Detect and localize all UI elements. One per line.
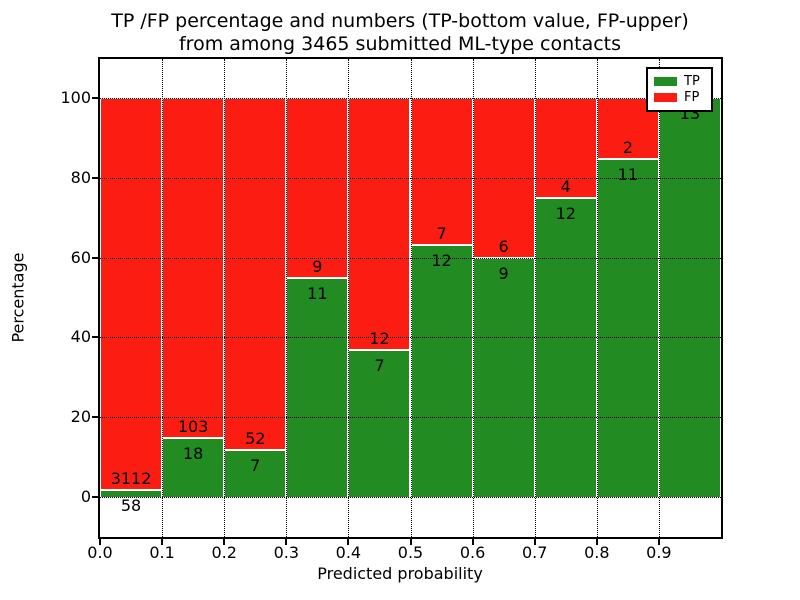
bar-segment-fp-0 bbox=[100, 98, 163, 490]
bar-segment-tp-9 bbox=[658, 98, 721, 497]
bar-segment-fp-1 bbox=[162, 98, 225, 438]
gridline-x-4 bbox=[348, 59, 350, 537]
bar-segment-fp-5 bbox=[410, 98, 473, 245]
fp-count-label-6: 6 bbox=[498, 236, 509, 256]
chart-title-line2: from among 3465 submitted ML-type contac… bbox=[178, 33, 622, 55]
tp-count-label-4: 7 bbox=[374, 356, 385, 375]
gridline-x-8 bbox=[596, 59, 598, 537]
x-tickmark-5 bbox=[409, 539, 412, 545]
bar-segment-tp-0 bbox=[100, 489, 163, 497]
chart-title-line1: TP /FP percentage and numbers (TP-bottom… bbox=[111, 10, 689, 32]
gridline-x-1 bbox=[162, 59, 164, 537]
fp-count-label-8: 2 bbox=[622, 138, 633, 158]
bar-segment-tp-2 bbox=[224, 449, 287, 497]
fp-count-label-5: 7 bbox=[436, 223, 447, 243]
y-tick-label-0: 0 bbox=[80, 487, 91, 506]
bar-segment-fp-2 bbox=[224, 98, 287, 450]
x-tick-label-5: 0.5 bbox=[397, 543, 424, 562]
bar-segment-tp-8 bbox=[596, 159, 659, 497]
x-tick-label-1: 0.1 bbox=[149, 543, 175, 562]
fp-count-label-4: 12 bbox=[369, 329, 390, 348]
bar-segment-fp-4 bbox=[348, 98, 411, 350]
bar-segment-tp-5 bbox=[410, 244, 473, 497]
legend-label-fp: FP bbox=[684, 90, 700, 106]
y-tickmark-100 bbox=[92, 97, 98, 99]
y-tickmark-80 bbox=[92, 176, 98, 179]
tp-count-label-6: 9 bbox=[498, 263, 509, 283]
legend-item-fp: FP bbox=[654, 91, 705, 104]
legend-swatch-tp bbox=[654, 76, 677, 86]
gridline-x-2 bbox=[224, 59, 226, 537]
x-tick-label-2: 0.2 bbox=[211, 543, 237, 562]
tp-count-label-7: 12 bbox=[555, 203, 576, 223]
bar-segment-tp-7 bbox=[534, 197, 597, 497]
gridline-x-3 bbox=[286, 59, 288, 537]
y-tickmark-20 bbox=[92, 416, 98, 419]
x-tickmark-9 bbox=[657, 539, 660, 545]
x-tick-label-7: 0.7 bbox=[521, 543, 548, 562]
fp-count-label-0: 3112 bbox=[110, 468, 152, 488]
tp-count-label-5: 12 bbox=[431, 250, 452, 270]
gridline-x-7 bbox=[534, 59, 536, 537]
x-tick-label-8: 0.8 bbox=[584, 543, 610, 562]
bar-segment-tp-6 bbox=[472, 257, 535, 497]
x-tickmark-8 bbox=[595, 539, 598, 545]
y-tick-label-40: 40 bbox=[70, 327, 91, 347]
bar-segment-fp-3 bbox=[286, 98, 349, 278]
x-tickmark-0 bbox=[99, 539, 101, 545]
bar-segment-tp-3 bbox=[286, 277, 349, 497]
fp-count-label-7: 4 bbox=[560, 176, 571, 196]
tp-count-label-0: 58 bbox=[120, 495, 142, 515]
x-tick-label-4: 0.4 bbox=[335, 543, 362, 562]
tp-count-label-2: 7 bbox=[250, 455, 261, 475]
legend: TP FP bbox=[646, 67, 713, 112]
x-tickmark-7 bbox=[533, 539, 536, 545]
y-tick-label-80: 80 bbox=[70, 167, 91, 187]
legend-swatch-fp bbox=[654, 93, 677, 103]
gridline-x-5 bbox=[410, 59, 412, 537]
y-tick-label-20: 20 bbox=[70, 407, 91, 427]
tp-count-label-3: 11 bbox=[307, 283, 328, 303]
bar-segment-tp-4 bbox=[348, 350, 411, 497]
fp-count-label-3: 9 bbox=[312, 256, 323, 276]
x-tick-label-3: 0.3 bbox=[273, 543, 300, 562]
x-tickmark-6 bbox=[471, 539, 474, 545]
y-tick-label-60: 60 bbox=[70, 247, 91, 267]
x-tick-label-9: 0.9 bbox=[646, 543, 672, 562]
y-tickmark-0 bbox=[92, 496, 98, 498]
y-tickmark-40 bbox=[92, 336, 98, 339]
fp-count-label-1: 103 bbox=[177, 416, 209, 436]
y-tick-label-100: 100 bbox=[60, 88, 91, 107]
legend-item-tp: TP bbox=[654, 75, 705, 88]
gridline-x-6 bbox=[472, 59, 474, 537]
x-tickmark-2 bbox=[223, 539, 226, 545]
gridline-x-9 bbox=[658, 59, 660, 537]
legend-label-tp: TP bbox=[684, 73, 700, 89]
x-tick-label-6: 0.6 bbox=[459, 543, 486, 562]
x-tickmark-1 bbox=[161, 539, 164, 545]
tp-count-label-8: 11 bbox=[617, 165, 639, 185]
x-tickmark-4 bbox=[347, 539, 350, 545]
y-tickmark-60 bbox=[92, 256, 98, 259]
x-tickmark-3 bbox=[285, 539, 288, 545]
tp-count-label-1: 18 bbox=[182, 443, 204, 463]
x-tick-label-0: 0.0 bbox=[87, 543, 113, 562]
y-axis-label: Percentage bbox=[8, 252, 28, 343]
fp-count-label-2: 52 bbox=[245, 428, 266, 448]
x-axis-label: Predicted probability bbox=[317, 564, 483, 583]
